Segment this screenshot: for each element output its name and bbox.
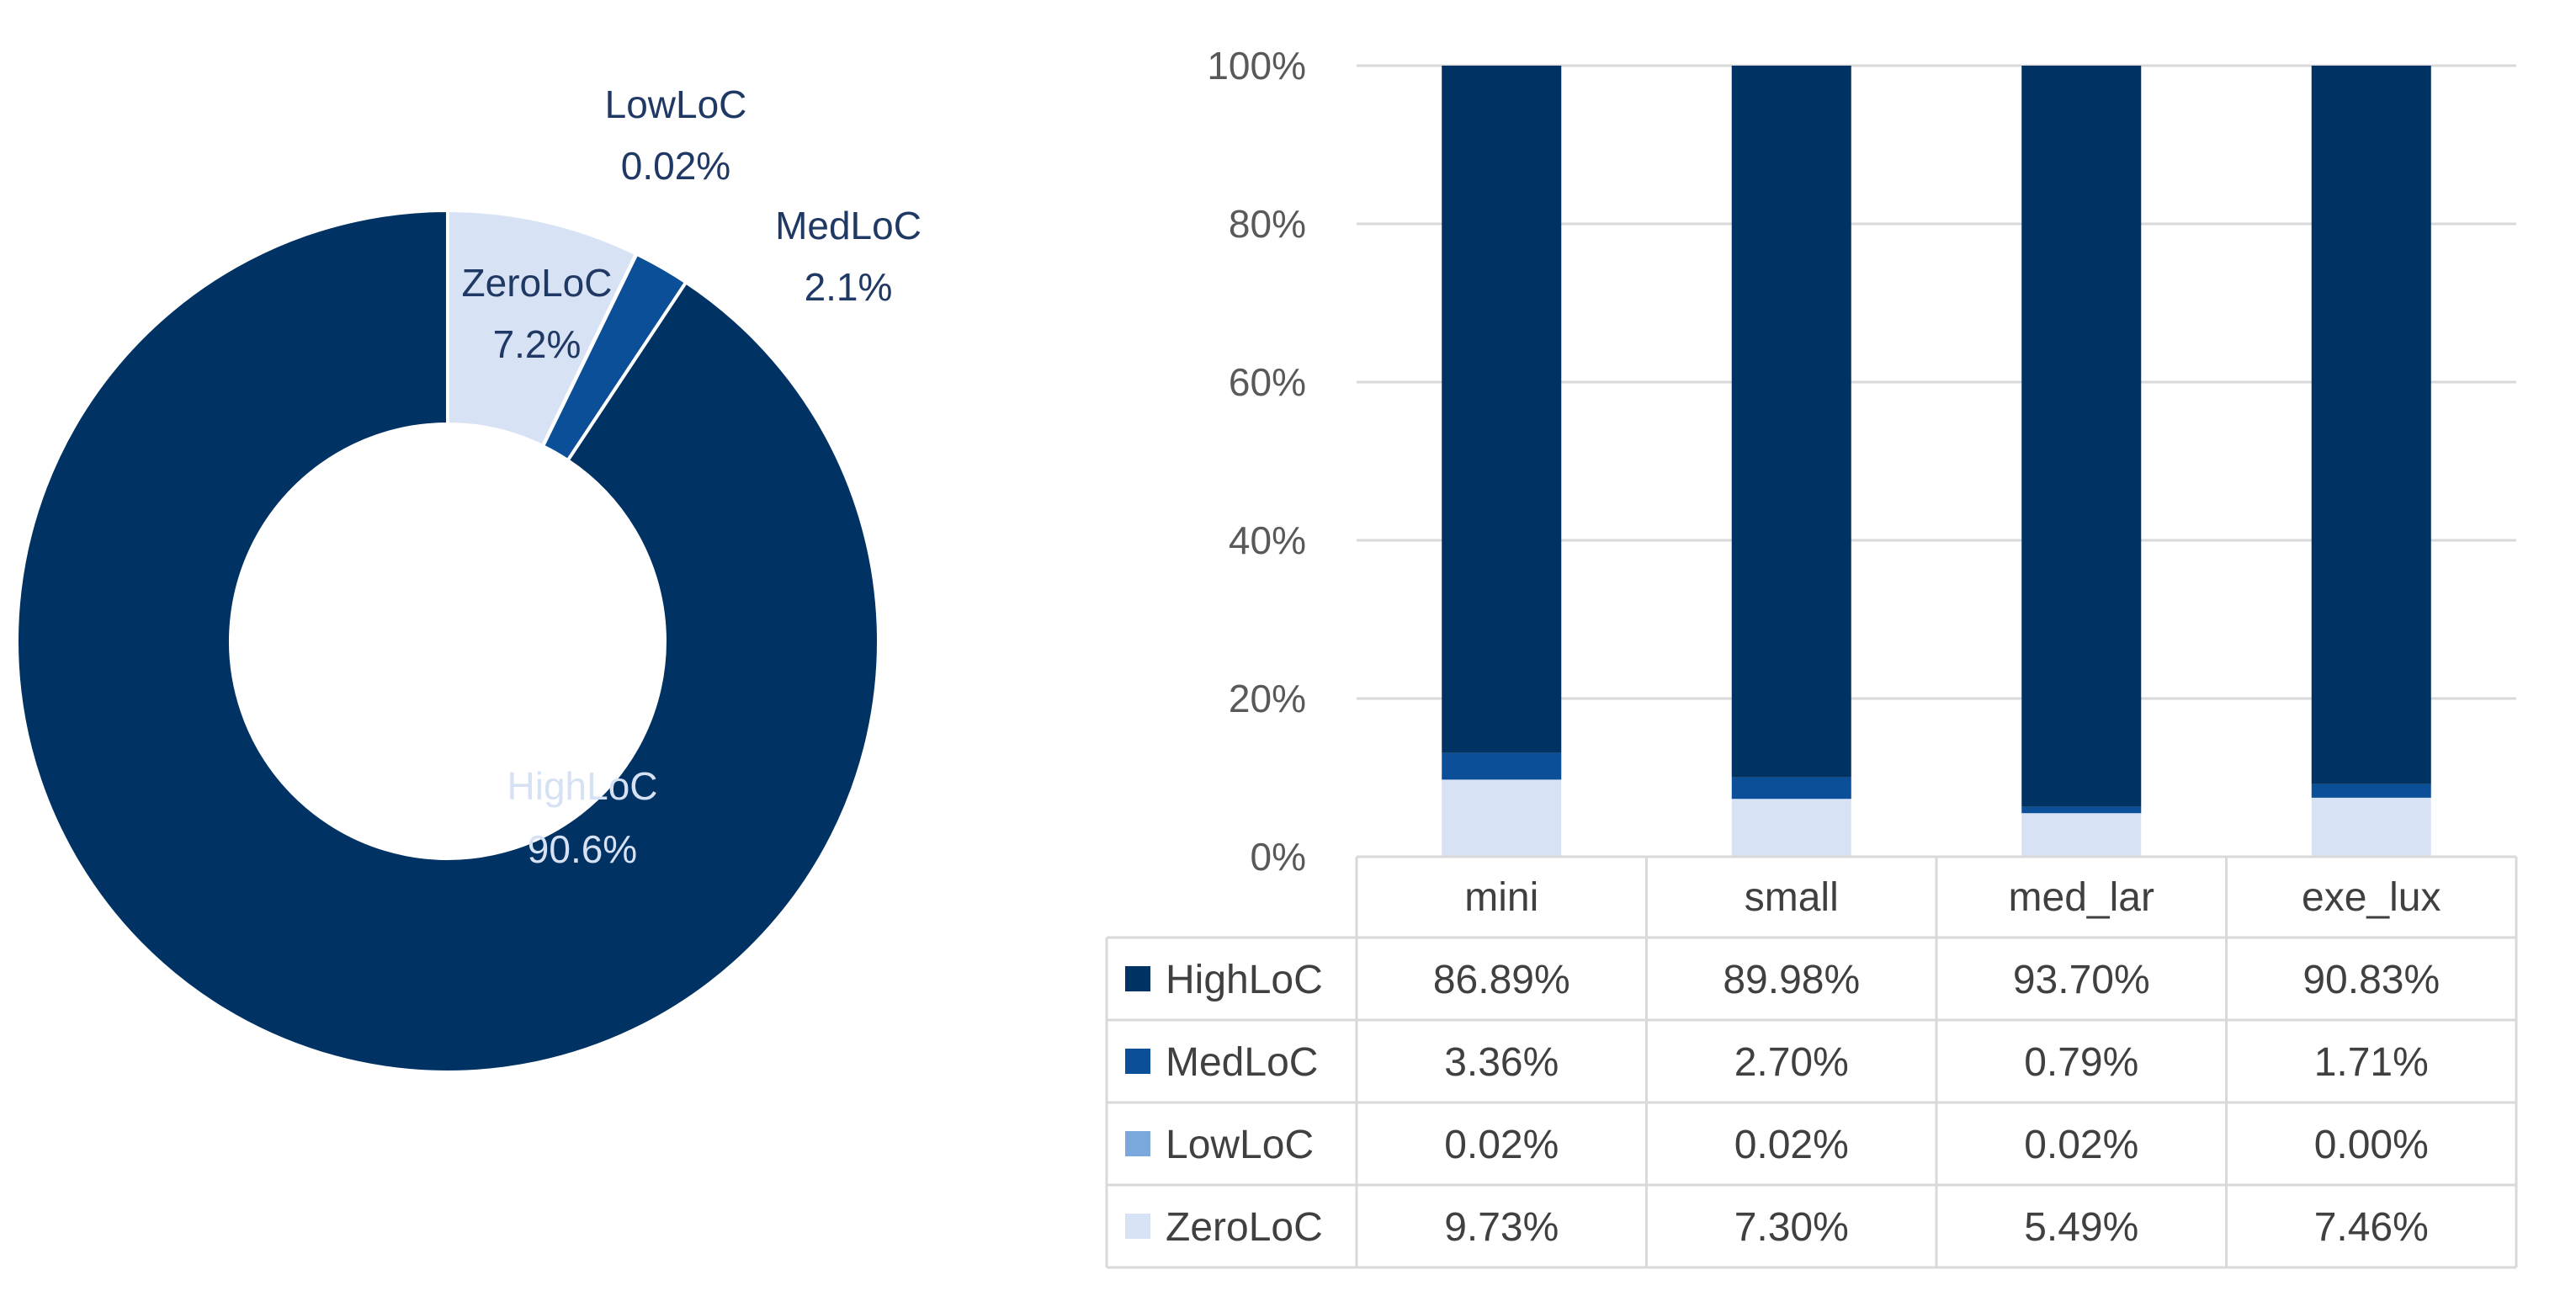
data-label-zeroloc-mini: 9.73%: [1444, 1205, 1559, 1250]
bar-med-lar-highloc: [2021, 66, 2141, 807]
data-label-medloc-mini: 3.36%: [1444, 1040, 1559, 1085]
bar-med-lar-zeroloc: [2021, 813, 2141, 857]
data-label-zeroloc-small: 7.30%: [1734, 1205, 1849, 1250]
y-tick-label: 40%: [1229, 518, 1306, 562]
x-tick-label: small: [1745, 875, 1839, 920]
data-label-zeroloc-exe-lux: 7.46%: [2314, 1205, 2429, 1250]
data-label-lowloc-small: 0.02%: [1734, 1123, 1849, 1167]
bar-mini-highloc: [1442, 66, 1561, 753]
bar-exe-lux-medloc: [2312, 784, 2431, 798]
legend-label-medloc: MedLoC: [1166, 1040, 1318, 1085]
data-label-highloc-mini: 86.89%: [1433, 958, 1570, 1002]
y-tick-label: 100%: [1207, 44, 1306, 88]
data-label-highloc-exe-lux: 90.83%: [2302, 958, 2440, 1002]
donut-label-lowloc: LowLoC: [605, 82, 747, 126]
donut-label-zeroloc: ZeroLoC: [462, 261, 613, 305]
y-tick-label: 80%: [1229, 202, 1306, 246]
bar-exe-lux-highloc: [2312, 66, 2431, 784]
donut-value-lowloc: 0.02%: [621, 144, 730, 188]
bar-small-highloc: [1732, 66, 1851, 778]
bar-exe-lux-zeroloc: [2312, 798, 2431, 857]
y-tick-label: 0%: [1251, 835, 1306, 879]
donut-value-medloc: 2.1%: [805, 265, 893, 309]
donut-label-medloc: MedLoC: [775, 204, 922, 247]
x-tick-label: exe_lux: [2302, 875, 2441, 920]
data-label-medloc-small: 2.70%: [1734, 1040, 1849, 1085]
donut-label-highloc: HighLoC: [507, 764, 658, 808]
data-label-highloc-small: 89.98%: [1723, 958, 1860, 1002]
x-tick-label: mini: [1464, 875, 1538, 920]
y-tick-label: 60%: [1229, 360, 1306, 404]
x-tick-label: med_lar: [2009, 875, 2154, 920]
legend-label-highloc: HighLoC: [1166, 958, 1323, 1002]
legend-key-medloc: [1125, 1049, 1150, 1074]
data-label-lowloc-med-lar: 0.02%: [2024, 1123, 2138, 1167]
donut-value-zeroloc: 7.2%: [493, 322, 582, 366]
bar-mini-medloc: [1442, 753, 1561, 780]
data-label-medloc-med-lar: 0.79%: [2024, 1040, 2138, 1085]
data-label-lowloc-mini: 0.02%: [1444, 1123, 1559, 1167]
donut-slice-highloc: [17, 210, 879, 1072]
legend-key-zeroloc: [1125, 1214, 1150, 1239]
data-label-lowloc-exe-lux: 0.00%: [2314, 1123, 2429, 1167]
bar-mini-zeroloc: [1442, 780, 1561, 857]
data-label-zeroloc-med-lar: 5.49%: [2024, 1205, 2138, 1250]
donut-value-highloc: 90.6%: [528, 827, 637, 871]
legend-key-highloc: [1125, 966, 1150, 991]
data-label-medloc-exe-lux: 1.71%: [2314, 1040, 2429, 1085]
bar-med-lar-medloc: [2021, 807, 2141, 813]
data-label-highloc-med-lar: 93.70%: [2013, 958, 2150, 1002]
stacked-bar-chart: 0% 20% 40% 60% 80% 100% mini small med_lar exe_lu…: [1107, 44, 2516, 1267]
donut-chart: ZeroLoC 7.2% LowLoC 0.02% MedLoC 2.1% HighLoC 9…: [17, 82, 922, 1072]
bar-small-medloc: [1732, 778, 1851, 799]
bar-small-zeroloc: [1732, 799, 1851, 857]
legend-label-lowloc: LowLoC: [1166, 1123, 1314, 1167]
legend-key-lowloc: [1125, 1131, 1150, 1156]
y-tick-label: 20%: [1229, 677, 1306, 720]
legend-label-zeroloc: ZeroLoC: [1166, 1205, 1323, 1250]
